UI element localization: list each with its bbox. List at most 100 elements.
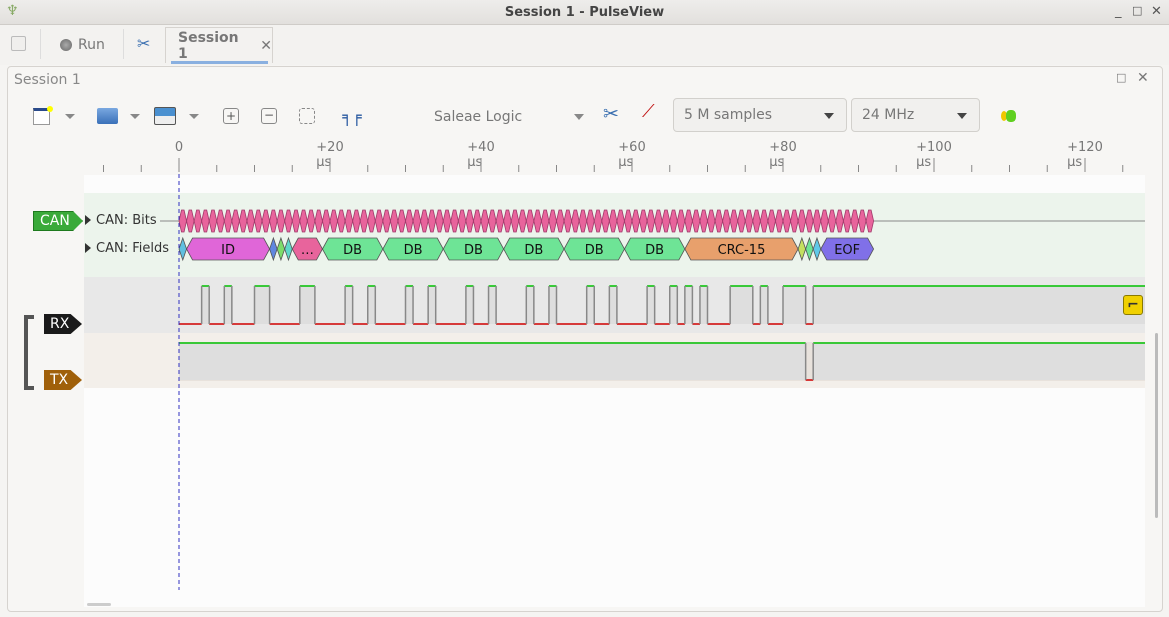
sample-count-select[interactable]: 5 M samples [673, 98, 847, 132]
run-label: Run [78, 37, 105, 53]
window-title: Session 1 - PulseView [504, 5, 665, 20]
rx-high-fill [465, 286, 474, 324]
rx-high-fill [684, 286, 693, 324]
rx-high-fill [699, 286, 708, 324]
new-view-button[interactable] [31, 104, 53, 128]
tx-channel-tag[interactable]: TX [44, 370, 82, 390]
rx-high-fill [586, 286, 595, 324]
decoder-row-bg [84, 193, 1145, 277]
tab-label: Session 1 [178, 29, 239, 62]
ruler-label: +100 µs [916, 140, 952, 170]
can-decoder-tag[interactable]: CAN [33, 211, 83, 231]
rx-high-fill [760, 286, 768, 324]
add-decoder-button[interactable] [998, 110, 1018, 122]
rx-high-fill [405, 286, 414, 324]
save-dropdown[interactable] [188, 104, 200, 128]
rx-high-fill [367, 286, 376, 324]
open-button[interactable] [95, 104, 119, 128]
ruler-label: 0 [174, 140, 184, 155]
field-label: … [301, 243, 314, 258]
field-label: DB [645, 243, 664, 258]
channel-group-bracket [24, 315, 34, 390]
tx-high-fill [813, 343, 1145, 380]
settings-tools-icon[interactable]: ✂ [137, 34, 151, 53]
zoom-fit-button[interactable] [298, 104, 316, 128]
app-logo-icon: ♆ [6, 3, 19, 19]
tab-session-1[interactable]: Session 1 ✕ [165, 27, 273, 64]
rx-high-fill [609, 286, 617, 324]
rx-high-fill [548, 286, 557, 324]
samplerate-select[interactable]: 24 MHz [851, 98, 980, 132]
falling-edge-trigger-icon[interactable]: ⌐ [1123, 295, 1143, 315]
rx-high-fill [345, 286, 353, 324]
rx-high-fill [488, 286, 497, 324]
field-label: DB [404, 243, 423, 258]
field-label: DB [524, 243, 543, 258]
tx-high-fill [179, 343, 806, 380]
close-window-button[interactable]: ✕ [1151, 4, 1162, 19]
dock-close-button[interactable]: ✕ [1137, 70, 1149, 86]
ruler-label: +40 µs [467, 140, 495, 170]
zoom-in-button[interactable]: + [222, 104, 240, 128]
minimize-button[interactable]: _ [1115, 4, 1122, 19]
samplerate-value: 24 MHz [862, 107, 915, 123]
main-tab-bar: Run ✂ Session 1 ✕ [0, 25, 1169, 65]
rx-high-fill [201, 286, 210, 324]
close-tab-icon[interactable]: ✕ [260, 37, 272, 54]
decoder-icon [1001, 111, 1007, 121]
session-title: Session 1 [14, 72, 81, 88]
rx-high-fill [428, 286, 436, 324]
vertical-scrollbar[interactable] [1155, 333, 1158, 518]
device-config-icon[interactable]: ✂ [603, 103, 619, 125]
fields-row-label: CAN: Fields [96, 241, 169, 256]
device-selector[interactable]: Saleae Logic [424, 100, 596, 134]
field-label: DB [343, 243, 362, 258]
rx-high-fill [299, 286, 315, 324]
save-icon [154, 107, 176, 125]
rx-high-fill [224, 286, 232, 324]
zoom-fit-icon [299, 108, 315, 124]
rx-high-fill [813, 286, 1145, 324]
cursor-markers-icon: ╕╒ [342, 106, 362, 126]
save-button[interactable] [152, 104, 178, 128]
rx-high-fill [526, 286, 534, 324]
ruler-label: +80 µs [769, 140, 797, 170]
run-button[interactable]: Run [60, 27, 105, 63]
rx-label: RX [50, 316, 70, 332]
rx-high-fill [647, 286, 655, 324]
maximize-button[interactable]: □ [1132, 4, 1143, 17]
ruler-label: +120 µs [1067, 140, 1103, 170]
device-name: Saleae Logic [434, 109, 523, 125]
run-icon [60, 39, 72, 51]
open-dropdown[interactable] [129, 104, 141, 128]
fields-expand-icon[interactable] [85, 243, 91, 253]
rx-high-fill [669, 286, 678, 324]
zoom-out-button[interactable]: − [260, 104, 278, 128]
probe-icon[interactable]: ⟋ [642, 101, 655, 122]
tx-label: TX [50, 372, 69, 388]
rx-high-fill [730, 286, 753, 324]
field-label: CRC-15 [718, 243, 766, 258]
ruler-label: +60 µs [618, 140, 646, 170]
field-label: DB [464, 243, 483, 258]
bits-row-label: CAN: Bits [96, 213, 157, 228]
new-session-icon[interactable] [11, 36, 26, 51]
new-view-icon [32, 105, 53, 125]
horizontal-scrollbar[interactable] [87, 603, 111, 606]
can-tag-label: CAN [40, 213, 70, 229]
field-label: EOF [834, 243, 860, 258]
sample-count-value: 5 M samples [684, 107, 773, 123]
rx-high-fill [783, 286, 806, 324]
title-bar: ♆ Session 1 - PulseView _ □ ✕ [0, 0, 1169, 25]
ruler-label: +20 µs [316, 140, 344, 170]
new-view-dropdown[interactable] [64, 104, 76, 128]
dock-float-button[interactable]: □ [1116, 71, 1127, 84]
bits-expand-icon[interactable] [85, 215, 91, 225]
cursor-button[interactable]: ╕╒ [340, 104, 364, 128]
bit-annotation [865, 209, 875, 233]
field-label: DB [585, 243, 604, 258]
field-annotation [820, 237, 875, 261]
rx-channel-tag[interactable]: RX [44, 314, 82, 334]
folder-icon [96, 108, 118, 124]
